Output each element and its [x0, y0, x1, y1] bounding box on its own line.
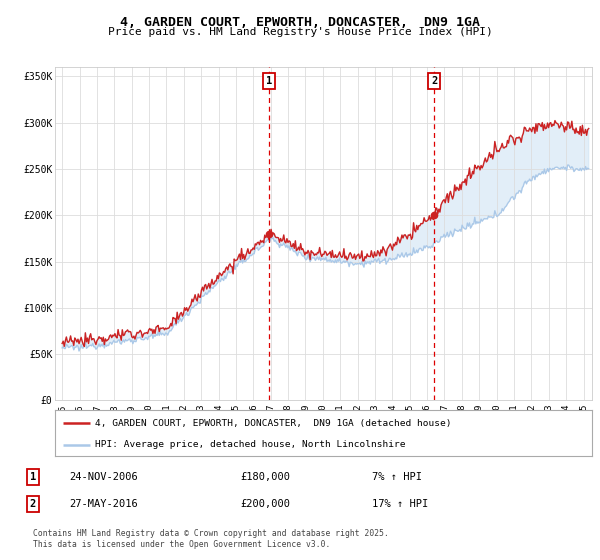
Text: £200,000: £200,000 — [240, 499, 290, 509]
Text: £180,000: £180,000 — [240, 472, 290, 482]
Text: Price paid vs. HM Land Registry's House Price Index (HPI): Price paid vs. HM Land Registry's House … — [107, 27, 493, 38]
Text: 1: 1 — [266, 76, 272, 86]
Text: 4, GARDEN COURT, EPWORTH, DONCASTER,  DN9 1GA (detached house): 4, GARDEN COURT, EPWORTH, DONCASTER, DN9… — [95, 419, 452, 428]
Text: Contains HM Land Registry data © Crown copyright and database right 2025.
This d: Contains HM Land Registry data © Crown c… — [33, 529, 389, 549]
Text: 17% ↑ HPI: 17% ↑ HPI — [372, 499, 428, 509]
Text: 24-NOV-2006: 24-NOV-2006 — [69, 472, 138, 482]
Text: 27-MAY-2016: 27-MAY-2016 — [69, 499, 138, 509]
Text: 4, GARDEN COURT, EPWORTH, DONCASTER,  DN9 1GA: 4, GARDEN COURT, EPWORTH, DONCASTER, DN9… — [120, 16, 480, 29]
Text: 2: 2 — [431, 76, 437, 86]
Text: 7% ↑ HPI: 7% ↑ HPI — [372, 472, 422, 482]
Text: 2: 2 — [30, 499, 36, 509]
Text: HPI: Average price, detached house, North Lincolnshire: HPI: Average price, detached house, Nort… — [95, 440, 406, 450]
Text: 1: 1 — [30, 472, 36, 482]
